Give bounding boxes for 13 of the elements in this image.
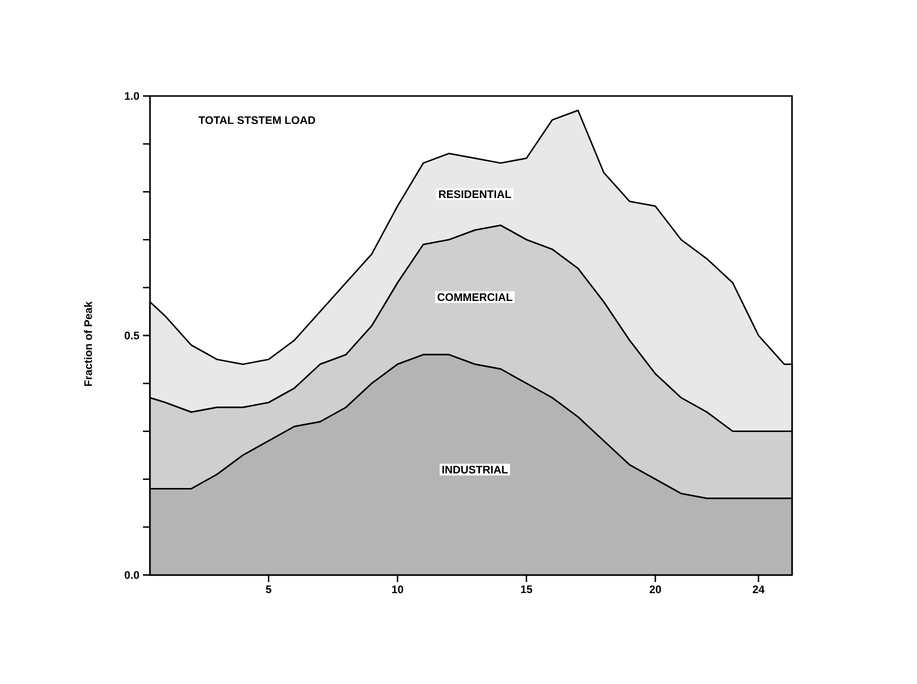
y-axis-title: Fraction of Peak xyxy=(84,301,92,386)
y-tick-label: 1.0 xyxy=(124,92,140,100)
series-label: INDUSTRIAL xyxy=(442,466,508,474)
series-label: COMMERCIAL xyxy=(438,293,512,302)
x-tick-label: 24 xyxy=(752,586,765,594)
x-tick-label: 20 xyxy=(650,586,661,594)
x-tick-label: 15 xyxy=(521,586,532,594)
y-tick-label: 0.5 xyxy=(124,332,140,340)
x-tick-label: 5 xyxy=(266,586,272,594)
y-tick-label: 0.0 xyxy=(124,571,140,579)
x-tick-label: 10 xyxy=(392,586,404,594)
annotation: TOTAL STSTEM LOAD xyxy=(198,116,316,124)
series-label: RESIDENTIAL xyxy=(439,190,512,198)
